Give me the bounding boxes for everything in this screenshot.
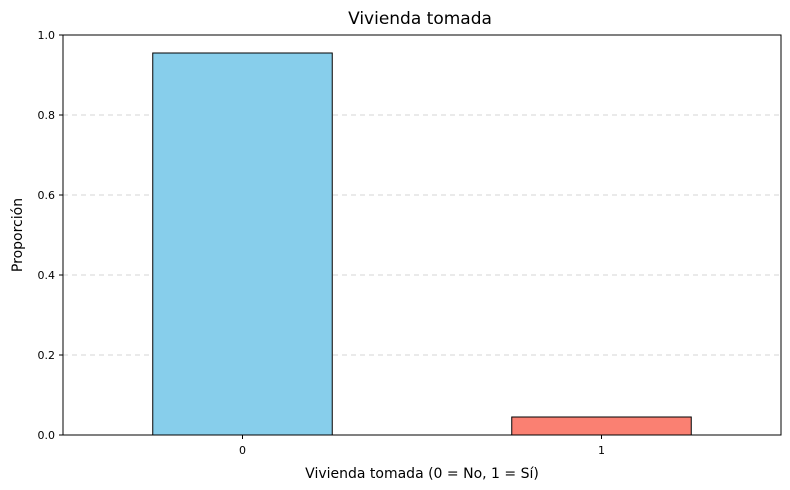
y-axis-ticks: 0.0 0.2 0.4 0.6 0.8 1.0	[38, 29, 63, 442]
x-tick-label: 0	[239, 444, 246, 457]
y-axis-label: Proporción	[10, 198, 26, 272]
y-tick-label: 0.2	[38, 349, 56, 362]
bar-0	[152, 52, 333, 436]
axes-frame	[62, 34, 782, 436]
y-tick-label: 0.6	[38, 189, 56, 202]
y-tick-label: 0.4	[38, 269, 56, 282]
chart-title: Vivienda tomada	[348, 9, 492, 29]
y-tick-label: 0.0	[38, 429, 56, 442]
x-tick-label: 1	[598, 444, 605, 457]
y-tick-label: 0.8	[38, 109, 56, 122]
bars	[152, 52, 692, 436]
bar-1	[511, 416, 692, 436]
y-tick-label: 1.0	[38, 29, 56, 42]
x-axis-label: Vivienda tomada (0 = No, 1 = Sí)	[305, 466, 539, 482]
